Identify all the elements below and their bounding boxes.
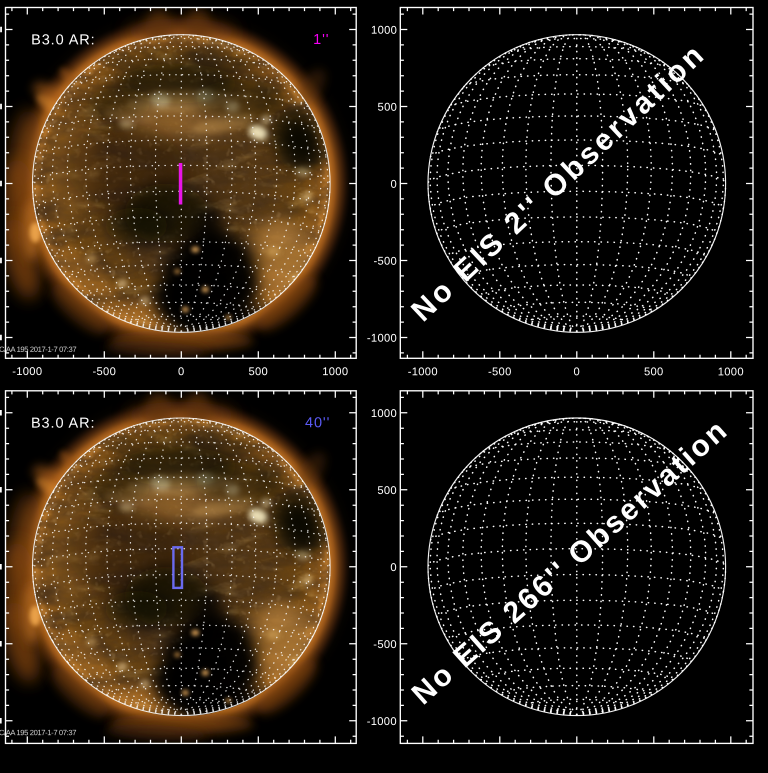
- svg-text:C/AA 195 2017-1-7 07:37: C/AA 195 2017-1-7 07:37: [0, 728, 77, 737]
- svg-text:-500: -500: [488, 366, 512, 378]
- svg-text:0: 0: [574, 366, 581, 378]
- svg-text:1000: 1000: [371, 25, 397, 37]
- svg-text:1'': 1'': [313, 32, 329, 48]
- svg-text:500: 500: [377, 485, 397, 497]
- svg-text:0: 0: [178, 366, 185, 378]
- svg-text:1000: 1000: [322, 366, 348, 378]
- svg-text:0: 0: [390, 562, 397, 574]
- svg-text:0: 0: [391, 179, 398, 191]
- svg-text:500: 500: [249, 366, 269, 378]
- svg-text:B3.0 AR:: B3.0 AR:: [31, 32, 95, 48]
- svg-text:-1000: -1000: [367, 333, 397, 345]
- svg-text:B3.0 AR:: B3.0 AR:: [31, 416, 95, 432]
- svg-text:-1000: -1000: [408, 366, 438, 378]
- svg-text:40'': 40'': [305, 415, 330, 431]
- svg-text:-500: -500: [373, 639, 397, 651]
- svg-text:-1000: -1000: [12, 366, 42, 378]
- svg-text:-500: -500: [93, 366, 117, 378]
- svg-text:1000: 1000: [371, 408, 397, 420]
- svg-text:-1000: -1000: [367, 716, 397, 728]
- svg-text:1000: 1000: [718, 366, 744, 378]
- svg-text:500: 500: [644, 366, 664, 378]
- svg-text:C/AA 195 2017-1-7 07:37: C/AA 195 2017-1-7 07:37: [0, 345, 77, 354]
- svg-text:500: 500: [378, 102, 398, 114]
- svg-text:-500: -500: [373, 256, 397, 268]
